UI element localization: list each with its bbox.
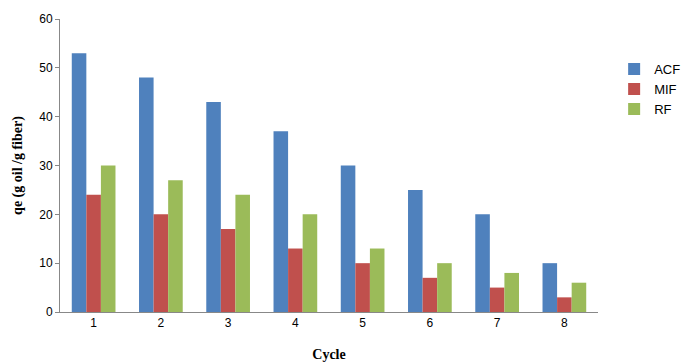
svg-text:4: 4 [292, 316, 299, 330]
svg-text:Cycle: Cycle [312, 347, 345, 362]
svg-text:ACF: ACF [654, 62, 680, 77]
svg-text:5: 5 [359, 316, 366, 330]
svg-text:20: 20 [39, 208, 53, 222]
svg-text:60: 60 [39, 12, 53, 26]
svg-text:30: 30 [39, 159, 53, 173]
svg-text:50: 50 [39, 61, 53, 75]
svg-text:RF: RF [654, 102, 671, 117]
svg-text:40: 40 [39, 110, 53, 124]
svg-text:qe (g oil /g fiber): qe (g oil /g fiber) [10, 116, 26, 215]
svg-text:MIF: MIF [654, 82, 676, 97]
svg-text:8: 8 [561, 316, 568, 330]
svg-text:7: 7 [494, 316, 501, 330]
svg-text:0: 0 [46, 305, 53, 319]
svg-text:2: 2 [158, 316, 165, 330]
svg-text:10: 10 [39, 256, 53, 270]
svg-text:1: 1 [90, 316, 97, 330]
svg-text:6: 6 [427, 316, 434, 330]
svg-text:3: 3 [225, 316, 232, 330]
